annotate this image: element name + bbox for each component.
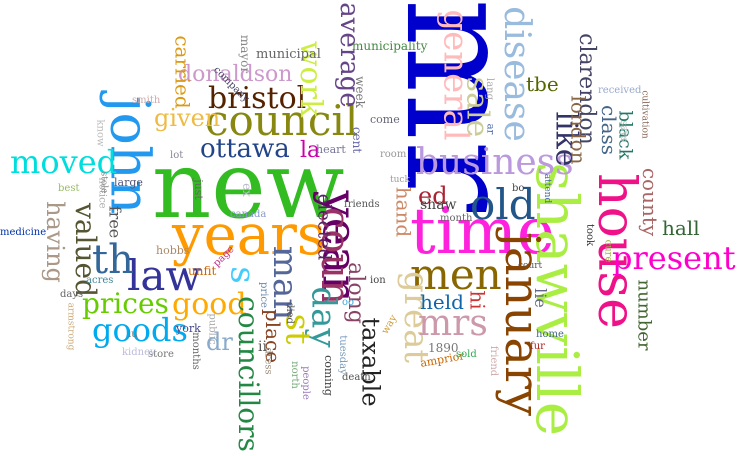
word-court: court <box>518 261 543 271</box>
word-smith: smith <box>132 95 161 106</box>
word-mrs: mrs <box>418 303 488 344</box>
word-prices: prices <box>82 287 169 320</box>
word-cure: cure <box>602 239 614 263</box>
word-ion: ion <box>370 275 386 286</box>
word-fur: fur <box>530 341 545 352</box>
word-oo: oo <box>342 297 355 308</box>
word-months: months <box>189 332 201 370</box>
word-kidney: kidney <box>122 347 156 358</box>
word-north: north <box>288 361 300 389</box>
word-tbe: tbe <box>526 72 559 96</box>
word-attend: attend <box>542 173 553 204</box>
word-room: room <box>380 149 407 160</box>
word-time: time <box>410 195 555 269</box>
word-having: having <box>40 201 69 283</box>
word-new: new <box>152 132 345 239</box>
word-tuck: tuck <box>390 175 410 185</box>
word-large: large <box>114 176 143 189</box>
word-given: given <box>154 104 221 132</box>
word-medicine: medicine <box>0 227 47 238</box>
word-municipality: municipality <box>352 39 428 53</box>
word-canada: canada <box>230 209 267 220</box>
word-just: just <box>191 179 205 200</box>
word-heart: heart <box>316 143 346 156</box>
word-la: la <box>300 138 321 163</box>
word-1890: 1890 <box>428 341 459 355</box>
word-ii: ii <box>258 339 267 355</box>
word-shaw: shaw <box>420 197 457 213</box>
word-cultivation: cultivation <box>639 90 650 139</box>
word-month: month <box>440 213 473 224</box>
word-s: s <box>222 266 263 284</box>
word-friend: friend <box>488 345 500 377</box>
word-held: held <box>420 290 464 314</box>
word-dr: dr <box>206 328 233 356</box>
word-council: council <box>205 96 359 145</box>
word-old: old <box>470 180 536 229</box>
word-county: county <box>638 167 663 237</box>
word-donaldson: donaldson <box>178 62 293 87</box>
word-hall: hall <box>662 216 700 240</box>
word-years: years <box>172 203 326 268</box>
word-january: january <box>494 231 551 417</box>
word-moved: moved <box>10 143 118 181</box>
word-ex: ex <box>239 183 254 197</box>
word-tuesday: tuesday <box>336 335 348 375</box>
word-law: law <box>127 251 202 300</box>
word-death: death <box>342 372 371 383</box>
word-bo: bo <box>512 183 525 194</box>
word-councillors: councillors <box>231 296 265 452</box>
word-friends: friends <box>344 199 380 210</box>
word-days: days <box>60 289 84 300</box>
word-know: know <box>94 119 106 147</box>
word-cent: cent <box>350 126 365 154</box>
word-week: week <box>352 76 367 108</box>
word-men: men <box>410 250 502 299</box>
word-th: th <box>92 237 134 283</box>
word-armstrong: armstrong <box>65 302 76 351</box>
word-free: free <box>105 205 125 239</box>
word-acres: acres <box>86 275 114 286</box>
word-store: store <box>148 349 174 360</box>
word-received: received <box>598 85 642 96</box>
word-business: business <box>416 142 574 183</box>
word-goods: goods <box>92 311 188 349</box>
word-hand: hand <box>391 186 416 238</box>
word-ar: ar <box>484 123 496 135</box>
word-hi: hi <box>465 290 490 310</box>
word-best: best <box>58 183 80 194</box>
word-london: london <box>566 95 591 165</box>
word-people: people <box>299 366 311 400</box>
word-number: number <box>633 279 655 351</box>
word-took: took <box>584 223 596 247</box>
word-hobbs: hobbs <box>156 244 190 257</box>
word-mayor: mayor <box>238 34 253 74</box>
word-iu: iu <box>128 329 138 340</box>
word-elected: elected <box>313 193 335 261</box>
word-ottawa: ottawa <box>200 134 290 164</box>
word-home: home <box>536 329 564 340</box>
word-lang: lang <box>484 77 496 101</box>
word-unfit: unfit <box>188 264 217 278</box>
word-died: died <box>283 302 295 324</box>
word-york: york <box>176 322 201 335</box>
word-come: come <box>370 113 400 126</box>
word-municipal: municipal <box>256 47 321 62</box>
word-good: good <box>172 287 247 322</box>
word-says: says <box>617 120 629 142</box>
word-sold: sold <box>456 349 477 360</box>
word-stole: stole <box>98 171 109 194</box>
word-carried: carried <box>170 35 195 109</box>
word-coming: coming <box>321 355 335 396</box>
word-bristol: bristol <box>208 81 307 116</box>
word-taxable: taxable <box>356 317 385 407</box>
word-along: along <box>342 262 368 324</box>
word-price: price <box>257 282 269 308</box>
word-public: public <box>206 313 218 345</box>
word-ed: ed <box>418 182 448 210</box>
word-present: present <box>612 239 736 277</box>
word-lie: lie <box>530 288 550 308</box>
word-lot: lot <box>170 150 184 161</box>
